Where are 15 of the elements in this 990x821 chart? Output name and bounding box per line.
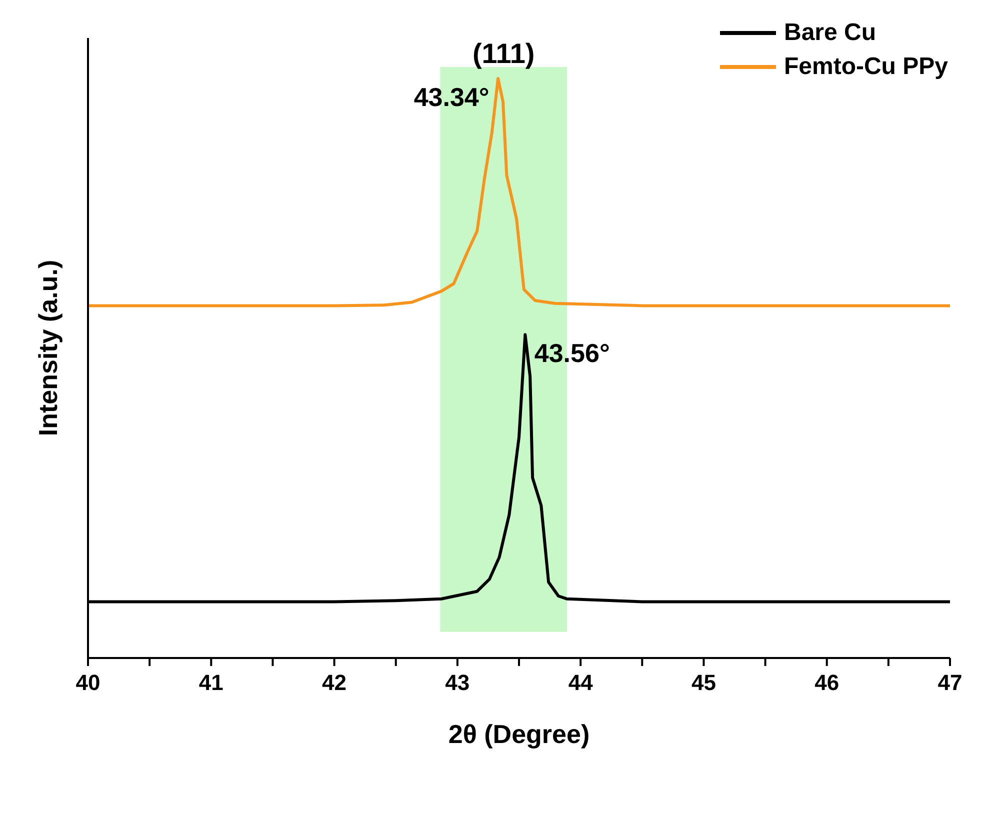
legend-label: Femto-Cu PPy xyxy=(784,52,948,82)
x-tick-label: 46 xyxy=(814,670,840,695)
x-tick-label: 44 xyxy=(568,670,594,695)
x-tick-label: 45 xyxy=(691,670,716,695)
x-tick-label: 42 xyxy=(322,670,347,695)
x-tick-label: 41 xyxy=(198,670,224,695)
annotation: 43.34° xyxy=(414,82,490,112)
x-tick-label: 43 xyxy=(445,670,470,695)
text: (111) xyxy=(472,38,535,69)
annotation: 43.56° xyxy=(534,338,610,368)
y-axis-title: Intensity (a.u.) xyxy=(33,260,64,436)
x-tick-label: 47 xyxy=(938,670,962,695)
legend-label: Bare Cu xyxy=(784,18,876,48)
x-axis-title: 2θ (Degree) xyxy=(448,719,590,749)
x-tick-label: 40 xyxy=(76,670,100,695)
